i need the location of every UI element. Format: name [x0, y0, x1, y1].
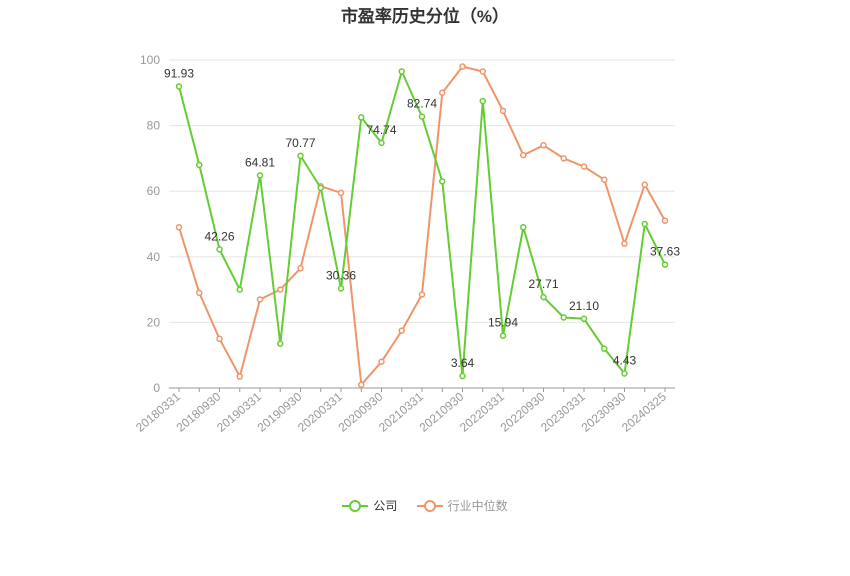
y-tick-label: 80	[147, 119, 161, 133]
data-point	[661, 217, 669, 224]
y-tick-label: 0	[153, 381, 160, 395]
data-point	[580, 163, 588, 170]
data-point	[560, 155, 567, 162]
data-point	[378, 139, 385, 147]
legend-company-marker	[342, 499, 369, 512]
data-point	[196, 161, 203, 169]
data-point	[661, 261, 669, 268]
data-point	[520, 151, 527, 159]
data-label: 37.63	[650, 245, 680, 259]
data-point	[459, 63, 466, 70]
data-point	[337, 189, 345, 197]
data-point	[216, 246, 223, 253]
data-label: 3.64	[451, 356, 475, 370]
data-point	[418, 113, 426, 120]
y-tick-label: 20	[147, 315, 161, 329]
data-point	[580, 315, 588, 323]
data-point	[256, 296, 264, 303]
grid-lines	[169, 59, 675, 323]
y-tick-label: 40	[147, 250, 161, 264]
data-point	[520, 224, 527, 231]
data-point	[277, 340, 284, 347]
data-point	[439, 89, 446, 97]
data-point	[479, 68, 486, 75]
legend-item-company[interactable]: 公司	[342, 497, 397, 514]
data-point	[540, 142, 547, 149]
data-point	[459, 372, 466, 380]
data-label: 64.81	[245, 155, 275, 169]
data-label: 91.93	[164, 66, 194, 80]
data-point	[297, 152, 304, 160]
data-point	[398, 68, 405, 75]
data-label: 74.74	[366, 123, 396, 137]
legend-industry-marker	[416, 499, 443, 512]
data-point	[439, 178, 446, 185]
data-point	[358, 114, 365, 121]
data-point	[317, 184, 324, 192]
data-label: 21.10	[569, 299, 599, 313]
data-label: 4.43	[613, 353, 637, 367]
data-point	[418, 291, 426, 298]
data-point	[621, 370, 628, 377]
data-point	[479, 97, 486, 105]
data-point	[499, 107, 507, 115]
data-point	[499, 332, 507, 339]
legend-item-industry-median[interactable]: 行业中位数	[416, 497, 508, 514]
data-point	[216, 335, 223, 343]
data-point	[378, 358, 385, 366]
data-label: 15.94	[488, 316, 518, 330]
data-point	[540, 293, 547, 301]
data-label: 70.77	[285, 136, 315, 150]
data-point	[277, 286, 284, 293]
y-tick-label: 100	[140, 53, 160, 67]
data-point	[175, 83, 183, 90]
x-tick-label: 20240325	[619, 389, 669, 434]
data-label: 42.26	[204, 229, 234, 243]
data-point	[398, 327, 405, 334]
data-labels: 91.93 42.26 64.81 70.77 30.36 74.74 82.74 3.64 1…	[164, 66, 680, 370]
data-point	[337, 285, 345, 292]
data-point	[358, 381, 365, 388]
data-point	[256, 172, 264, 179]
series-layer	[175, 63, 669, 388]
chart-title: 市盈率历史分位（%）	[340, 7, 510, 26]
axes: 0204060801002018033120180930201903312019…	[133, 53, 675, 435]
data-label: 30.36	[326, 268, 356, 282]
data-point	[641, 220, 648, 228]
legend: 公司 行业中位数	[0, 497, 850, 516]
data-point	[236, 286, 243, 293]
legend-company-label: 公司	[373, 499, 398, 513]
data-point	[236, 373, 243, 380]
data-point	[560, 314, 567, 321]
data-point	[621, 240, 628, 247]
data-point	[196, 289, 203, 297]
data-label: 82.74	[407, 97, 437, 111]
data-label: 27.71	[528, 277, 558, 291]
data-point	[601, 176, 608, 183]
y-tick-label: 60	[147, 184, 161, 198]
data-point	[297, 265, 304, 272]
data-point	[175, 224, 183, 231]
data-point	[601, 345, 608, 352]
legend-industry-label: 行业中位数	[447, 499, 508, 513]
data-point	[641, 181, 648, 188]
